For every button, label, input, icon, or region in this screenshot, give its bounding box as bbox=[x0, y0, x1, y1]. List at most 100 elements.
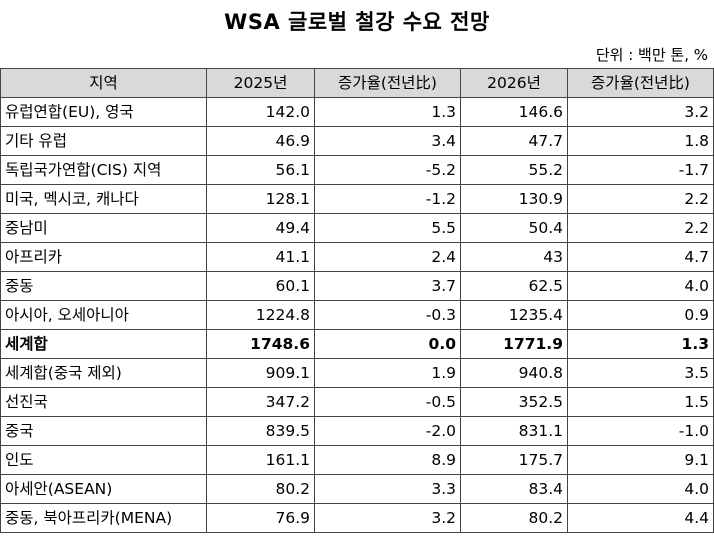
cell-growth-2026: 1.3 bbox=[567, 329, 714, 359]
cell-value-2025: 49.4 bbox=[206, 213, 315, 243]
cell-region: 기타 유럽 bbox=[0, 126, 207, 156]
cell-region: 유럽연합(EU), 영국 bbox=[0, 97, 207, 127]
page-title: WSA 글로벌 철강 수요 전망 bbox=[224, 10, 490, 34]
cell-region: 중국 bbox=[0, 416, 207, 446]
table-row: 아프리카 41.1 2.4 43 4.7 bbox=[0, 242, 714, 272]
table-row: 선진국 347.2 -0.5 352.5 1.5 bbox=[0, 387, 714, 417]
cell-value-2025: 839.5 bbox=[206, 416, 315, 446]
cell-region: 아프리카 bbox=[0, 242, 207, 272]
table-row: 독립국가연합(CIS) 지역 56.1 -5.2 55.2 -1.7 bbox=[0, 155, 714, 185]
unit-note: 단위 : 백만 톤, % bbox=[595, 46, 708, 64]
cell-growth-2025: -0.3 bbox=[314, 300, 461, 330]
cell-value-2026: 352.5 bbox=[460, 387, 568, 417]
table-row: 중동 60.1 3.7 62.5 4.0 bbox=[0, 271, 714, 301]
cell-region: 중동, 북아프리카(MENA) bbox=[0, 503, 207, 533]
cell-growth-2025: 3.2 bbox=[314, 503, 461, 533]
table-body: 유럽연합(EU), 영국 142.0 1.3 146.6 3.2 기타 유럽 46.9 3.4… bbox=[0, 97, 714, 533]
cell-value-2025: 128.1 bbox=[206, 184, 315, 214]
cell-growth-2025: 5.5 bbox=[314, 213, 461, 243]
cell-value-2025: 1748.6 bbox=[206, 329, 315, 359]
cell-growth-2026: 0.9 bbox=[567, 300, 714, 330]
cell-growth-2026: 2.2 bbox=[567, 213, 714, 243]
cell-growth-2025: 1.3 bbox=[314, 97, 461, 127]
cell-growth-2025: -1.2 bbox=[314, 184, 461, 214]
cell-value-2026: 43 bbox=[460, 242, 568, 272]
cell-growth-2026: 1.5 bbox=[567, 387, 714, 417]
cell-value-2025: 1224.8 bbox=[206, 300, 315, 330]
cell-value-2026: 146.6 bbox=[460, 97, 568, 127]
table-row: 아시아, 오세아니아 1224.8 -0.3 1235.4 0.9 bbox=[0, 300, 714, 330]
table-row: 유럽연합(EU), 영국 142.0 1.3 146.6 3.2 bbox=[0, 97, 714, 127]
cell-region: 아세안(ASEAN) bbox=[0, 474, 207, 504]
cell-value-2026: 1771.9 bbox=[460, 329, 568, 359]
cell-value-2025: 142.0 bbox=[206, 97, 315, 127]
cell-value-2026: 130.9 bbox=[460, 184, 568, 214]
table-row: 인도 161.1 8.9 175.7 9.1 bbox=[0, 445, 714, 475]
cell-growth-2025: -2.0 bbox=[314, 416, 461, 446]
table-row: 중남미 49.4 5.5 50.4 2.2 bbox=[0, 213, 714, 243]
cell-value-2025: 56.1 bbox=[206, 155, 315, 185]
cell-growth-2026: 9.1 bbox=[567, 445, 714, 475]
header-row: 지역 2025년 증가율(전년比) 2026년 증가율(전년比) bbox=[0, 68, 714, 98]
table-row: 중국 839.5 -2.0 831.1 -1.0 bbox=[0, 416, 714, 446]
cell-growth-2026: -1.7 bbox=[567, 155, 714, 185]
cell-region: 미국, 멕시코, 캐나다 bbox=[0, 184, 207, 214]
cell-growth-2026: 2.2 bbox=[567, 184, 714, 214]
cell-value-2026: 47.7 bbox=[460, 126, 568, 156]
cell-region: 중남미 bbox=[0, 213, 207, 243]
cell-value-2026: 1235.4 bbox=[460, 300, 568, 330]
cell-growth-2025: 2.4 bbox=[314, 242, 461, 272]
cell-region: 세계합 bbox=[0, 329, 207, 359]
cell-region: 독립국가연합(CIS) 지역 bbox=[0, 155, 207, 185]
cell-value-2025: 41.1 bbox=[206, 242, 315, 272]
table-row: 아세안(ASEAN) 80.2 3.3 83.4 4.0 bbox=[0, 474, 714, 504]
cell-value-2026: 83.4 bbox=[460, 474, 568, 504]
cell-growth-2025: 3.7 bbox=[314, 271, 461, 301]
cell-growth-2026: -1.0 bbox=[567, 416, 714, 446]
cell-growth-2025: 0.0 bbox=[314, 329, 461, 359]
cell-region: 인도 bbox=[0, 445, 207, 475]
cell-growth-2026: 4.0 bbox=[567, 474, 714, 504]
cell-value-2025: 80.2 bbox=[206, 474, 315, 504]
cell-region: 중동 bbox=[0, 271, 207, 301]
table-row: 중동, 북아프리카(MENA) 76.9 3.2 80.2 4.4 bbox=[0, 503, 714, 533]
cell-value-2026: 55.2 bbox=[460, 155, 568, 185]
table-header: 지역 2025년 증가율(전년比) 2026년 증가율(전년比) bbox=[0, 68, 714, 98]
cell-value-2025: 909.1 bbox=[206, 358, 315, 388]
cell-growth-2026: 3.5 bbox=[567, 358, 714, 388]
cell-growth-2025: 8.9 bbox=[314, 445, 461, 475]
cell-region: 아시아, 오세아니아 bbox=[0, 300, 207, 330]
cell-value-2026: 831.1 bbox=[460, 416, 568, 446]
table-row: 미국, 멕시코, 캐나다 128.1 -1.2 130.9 2.2 bbox=[0, 184, 714, 214]
header-growth-2026: 증가율(전년比) bbox=[567, 68, 714, 98]
header-region: 지역 bbox=[0, 68, 207, 98]
cell-value-2026: 175.7 bbox=[460, 445, 568, 475]
steel-demand-table: 지역 2025년 증가율(전년比) 2026년 증가율(전년比) 유럽연합(EU… bbox=[0, 68, 714, 533]
cell-value-2026: 62.5 bbox=[460, 271, 568, 301]
cell-region: 세계합(중국 제외) bbox=[0, 358, 207, 388]
cell-growth-2026: 3.2 bbox=[567, 97, 714, 127]
cell-value-2025: 76.9 bbox=[206, 503, 315, 533]
cell-growth-2026: 4.7 bbox=[567, 242, 714, 272]
cell-growth-2025: 3.3 bbox=[314, 474, 461, 504]
cell-value-2026: 80.2 bbox=[460, 503, 568, 533]
cell-value-2025: 60.1 bbox=[206, 271, 315, 301]
cell-growth-2026: 4.4 bbox=[567, 503, 714, 533]
cell-value-2025: 46.9 bbox=[206, 126, 315, 156]
table-row: 세계합 1748.6 0.0 1771.9 1.3 bbox=[0, 329, 714, 359]
cell-value-2026: 50.4 bbox=[460, 213, 568, 243]
cell-growth-2026: 1.8 bbox=[567, 126, 714, 156]
header-growth-2025: 증가율(전년比) bbox=[314, 68, 461, 98]
cell-growth-2025: 3.4 bbox=[314, 126, 461, 156]
cell-value-2025: 347.2 bbox=[206, 387, 315, 417]
cell-value-2025: 161.1 bbox=[206, 445, 315, 475]
cell-growth-2025: -5.2 bbox=[314, 155, 461, 185]
cell-value-2026: 940.8 bbox=[460, 358, 568, 388]
cell-growth-2026: 4.0 bbox=[567, 271, 714, 301]
cell-growth-2025: 1.9 bbox=[314, 358, 461, 388]
cell-growth-2025: -0.5 bbox=[314, 387, 461, 417]
header-2026: 2026년 bbox=[460, 68, 568, 98]
cell-region: 선진국 bbox=[0, 387, 207, 417]
table-row: 기타 유럽 46.9 3.4 47.7 1.8 bbox=[0, 126, 714, 156]
table-row: 세계합(중국 제외) 909.1 1.9 940.8 3.5 bbox=[0, 358, 714, 388]
